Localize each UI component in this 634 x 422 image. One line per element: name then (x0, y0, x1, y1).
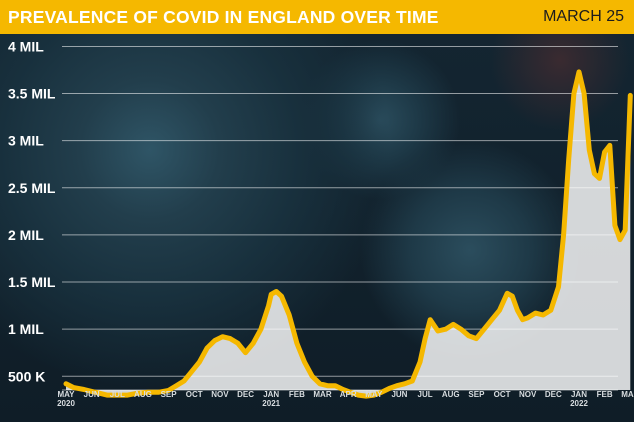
y-tick-label: 3.5 MIL (8, 86, 56, 102)
y-tick-label: 1 MIL (8, 321, 44, 337)
x-tick-label: MAY (365, 390, 383, 399)
x-tick-label: OCT (494, 390, 511, 399)
area-fill (66, 71, 631, 397)
x-tick-label: SEP (161, 390, 178, 399)
y-axis: 500 K 1 MIL 1.5 MIL 2 MIL 2.5 MIL 3 MIL 3.5 MI… (8, 38, 56, 384)
y-tick-label: 500 K (8, 368, 45, 384)
x-tick-label: FEB (289, 390, 305, 399)
x-tick-label: MAY (57, 390, 75, 399)
x-tick-label: JUL (418, 390, 433, 399)
x-tick-label: MAR (313, 390, 331, 399)
gridlines (62, 45, 618, 391)
y-tick-label: 2.5 MIL (8, 180, 56, 196)
x-tick-label: 2020 (57, 399, 75, 408)
y-tick-label: 4 MIL (8, 38, 44, 54)
x-tick-label: AUG (134, 390, 152, 399)
title-bar: PREVALENCE OF COVID IN ENGLAND OVER TIME… (0, 0, 634, 34)
x-tick-label: JAN (263, 390, 279, 399)
date-label: MARCH 25 (543, 8, 624, 25)
x-tick-label: DEC (237, 390, 254, 399)
x-tick-label: FEB (597, 390, 613, 399)
x-tick-label: DEC (545, 390, 562, 399)
x-tick-label: OCT (186, 390, 203, 399)
area-fill-shape (66, 71, 631, 397)
series-line (63, 69, 633, 399)
chart-title: PREVALENCE OF COVID IN ENGLAND OVER TIME (8, 7, 439, 27)
x-tick-label: JUL (110, 390, 125, 399)
x-tick-label: JUN (391, 390, 407, 399)
x-tick-label: AUG (442, 390, 460, 399)
x-tick-label: SEP (468, 390, 485, 399)
x-tick-label: JAN (571, 390, 587, 399)
y-tick-label: 1.5 MIL (8, 274, 56, 290)
y-tick-label: 3 MIL (8, 133, 44, 149)
x-tick-label: 2021 (262, 399, 280, 408)
x-tick-label: MAR (621, 390, 634, 399)
x-tick-label: JUN (84, 390, 100, 399)
x-tick-label: 2022 (570, 399, 588, 408)
x-tick-label: APR (340, 390, 357, 399)
x-tick-label: NOV (211, 390, 229, 399)
series-line-path (63, 69, 633, 399)
x-tick-label: NOV (519, 390, 537, 399)
y-tick-label: 2 MIL (8, 227, 44, 243)
